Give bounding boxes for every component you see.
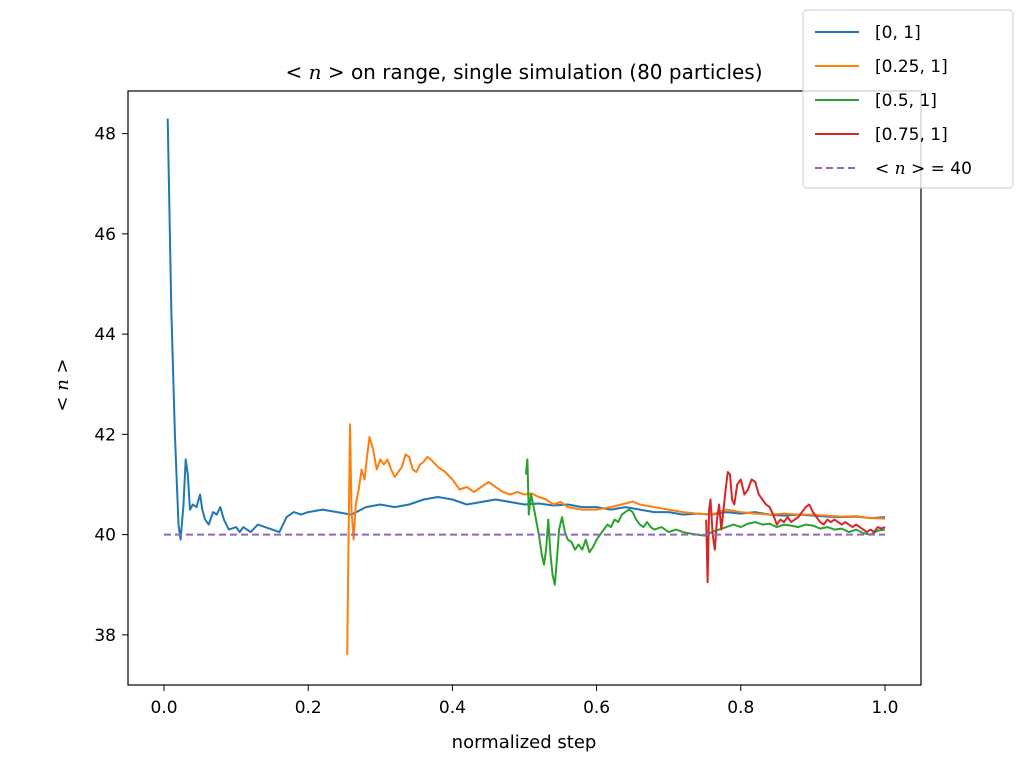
- legend-label: < n > = 40: [875, 159, 972, 179]
- y-tick-label: 42: [94, 425, 116, 445]
- x-axis-label: normalized step: [452, 732, 597, 753]
- title-open: <: [285, 60, 308, 84]
- y-tick-label: 44: [94, 325, 116, 345]
- legend: [0, 1] [0.25, 1] [0.5, 1] [0.75, 1] < n > = …: [802, 9, 1014, 189]
- y-axis-ticks: 38 40 42 44 46 48: [94, 125, 128, 646]
- legend-label: [0.25, 1]: [875, 57, 948, 77]
- legend-label: [0.75, 1]: [875, 125, 948, 145]
- x-axis-ticks: 0.0 0.2 0.4 0.6 0.8 1.0: [151, 685, 898, 718]
- x-tick-label: 0.0: [151, 698, 178, 718]
- ylabel-close: >: [52, 358, 73, 379]
- legend-label-open: <: [875, 159, 895, 179]
- legend-label: [0, 1]: [875, 23, 921, 43]
- series-line-2: [524, 458, 886, 586]
- y-axis-label: < n >: [52, 358, 73, 411]
- series-line-3: [705, 471, 886, 584]
- y-tick-label: 46: [94, 225, 116, 245]
- ylabel-open: <: [52, 391, 73, 412]
- series-layer: [164, 118, 886, 655]
- y-tick-label: 48: [94, 125, 116, 145]
- y-tick-label: 38: [94, 626, 116, 646]
- x-tick-label: 0.6: [583, 698, 610, 718]
- axes-frame: [127, 90, 922, 686]
- x-tick-label: 0.8: [727, 698, 754, 718]
- legend-box: [802, 9, 1014, 189]
- x-tick-label: 0.4: [439, 698, 466, 718]
- ylabel-var: n: [52, 379, 73, 391]
- title-rest: > on range, single simulation (80 partic…: [321, 60, 762, 84]
- title-var: n: [309, 60, 322, 84]
- y-tick-label: 40: [94, 526, 116, 546]
- x-tick-label: 1.0: [871, 698, 898, 718]
- legend-label-rest: > = 40: [906, 159, 972, 179]
- legend-label-var: n: [895, 159, 906, 179]
- legend-label: [0.5, 1]: [875, 91, 937, 111]
- x-tick-label: 0.2: [295, 698, 322, 718]
- chart-title: < n > on range, single simulation (80 pa…: [285, 60, 762, 84]
